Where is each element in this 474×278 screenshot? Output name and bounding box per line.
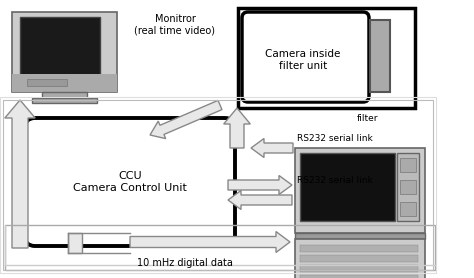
FancyArrow shape	[228, 175, 292, 195]
Bar	[400, 158, 416, 172]
Bar	[12, 12, 117, 92]
Bar	[0, 97, 436, 273]
Text: CCU
Camera Control Unit: CCU Camera Control Unit	[73, 171, 187, 193]
FancyBboxPatch shape	[25, 118, 235, 246]
FancyArrow shape	[224, 108, 250, 148]
Bar	[27, 79, 67, 86]
FancyArrow shape	[228, 190, 292, 210]
FancyArrow shape	[130, 232, 290, 252]
FancyArrow shape	[5, 100, 35, 248]
Bar	[12, 74, 117, 92]
Text: RS232 serial link: RS232 serial link	[297, 176, 373, 185]
FancyBboxPatch shape	[242, 12, 369, 102]
Bar	[5, 225, 435, 270]
FancyArrow shape	[150, 100, 222, 139]
Bar	[300, 245, 418, 252]
Bar	[397, 153, 419, 221]
Bar	[238, 8, 415, 108]
FancyArrow shape	[251, 138, 293, 158]
Bar	[400, 202, 416, 216]
Bar	[370, 20, 390, 92]
Bar	[295, 239, 425, 278]
Bar	[295, 233, 425, 239]
Text: filter: filter	[357, 114, 379, 123]
Bar	[32, 98, 97, 103]
Bar	[42, 92, 87, 100]
Text: RS232 serial link: RS232 serial link	[297, 134, 373, 143]
Text: 10 mHz digital data: 10 mHz digital data	[137, 258, 233, 268]
Text: Monitror
(real time video): Monitror (real time video)	[135, 14, 216, 36]
Bar	[300, 275, 418, 278]
Bar	[20, 17, 100, 75]
Bar	[68, 233, 82, 253]
Bar	[400, 180, 416, 194]
Bar	[300, 265, 418, 272]
Bar	[300, 153, 395, 221]
Bar	[295, 148, 425, 233]
Text: Camera inside
filter unit: Camera inside filter unit	[265, 49, 341, 71]
Bar	[300, 255, 418, 262]
Bar	[3, 100, 433, 270]
